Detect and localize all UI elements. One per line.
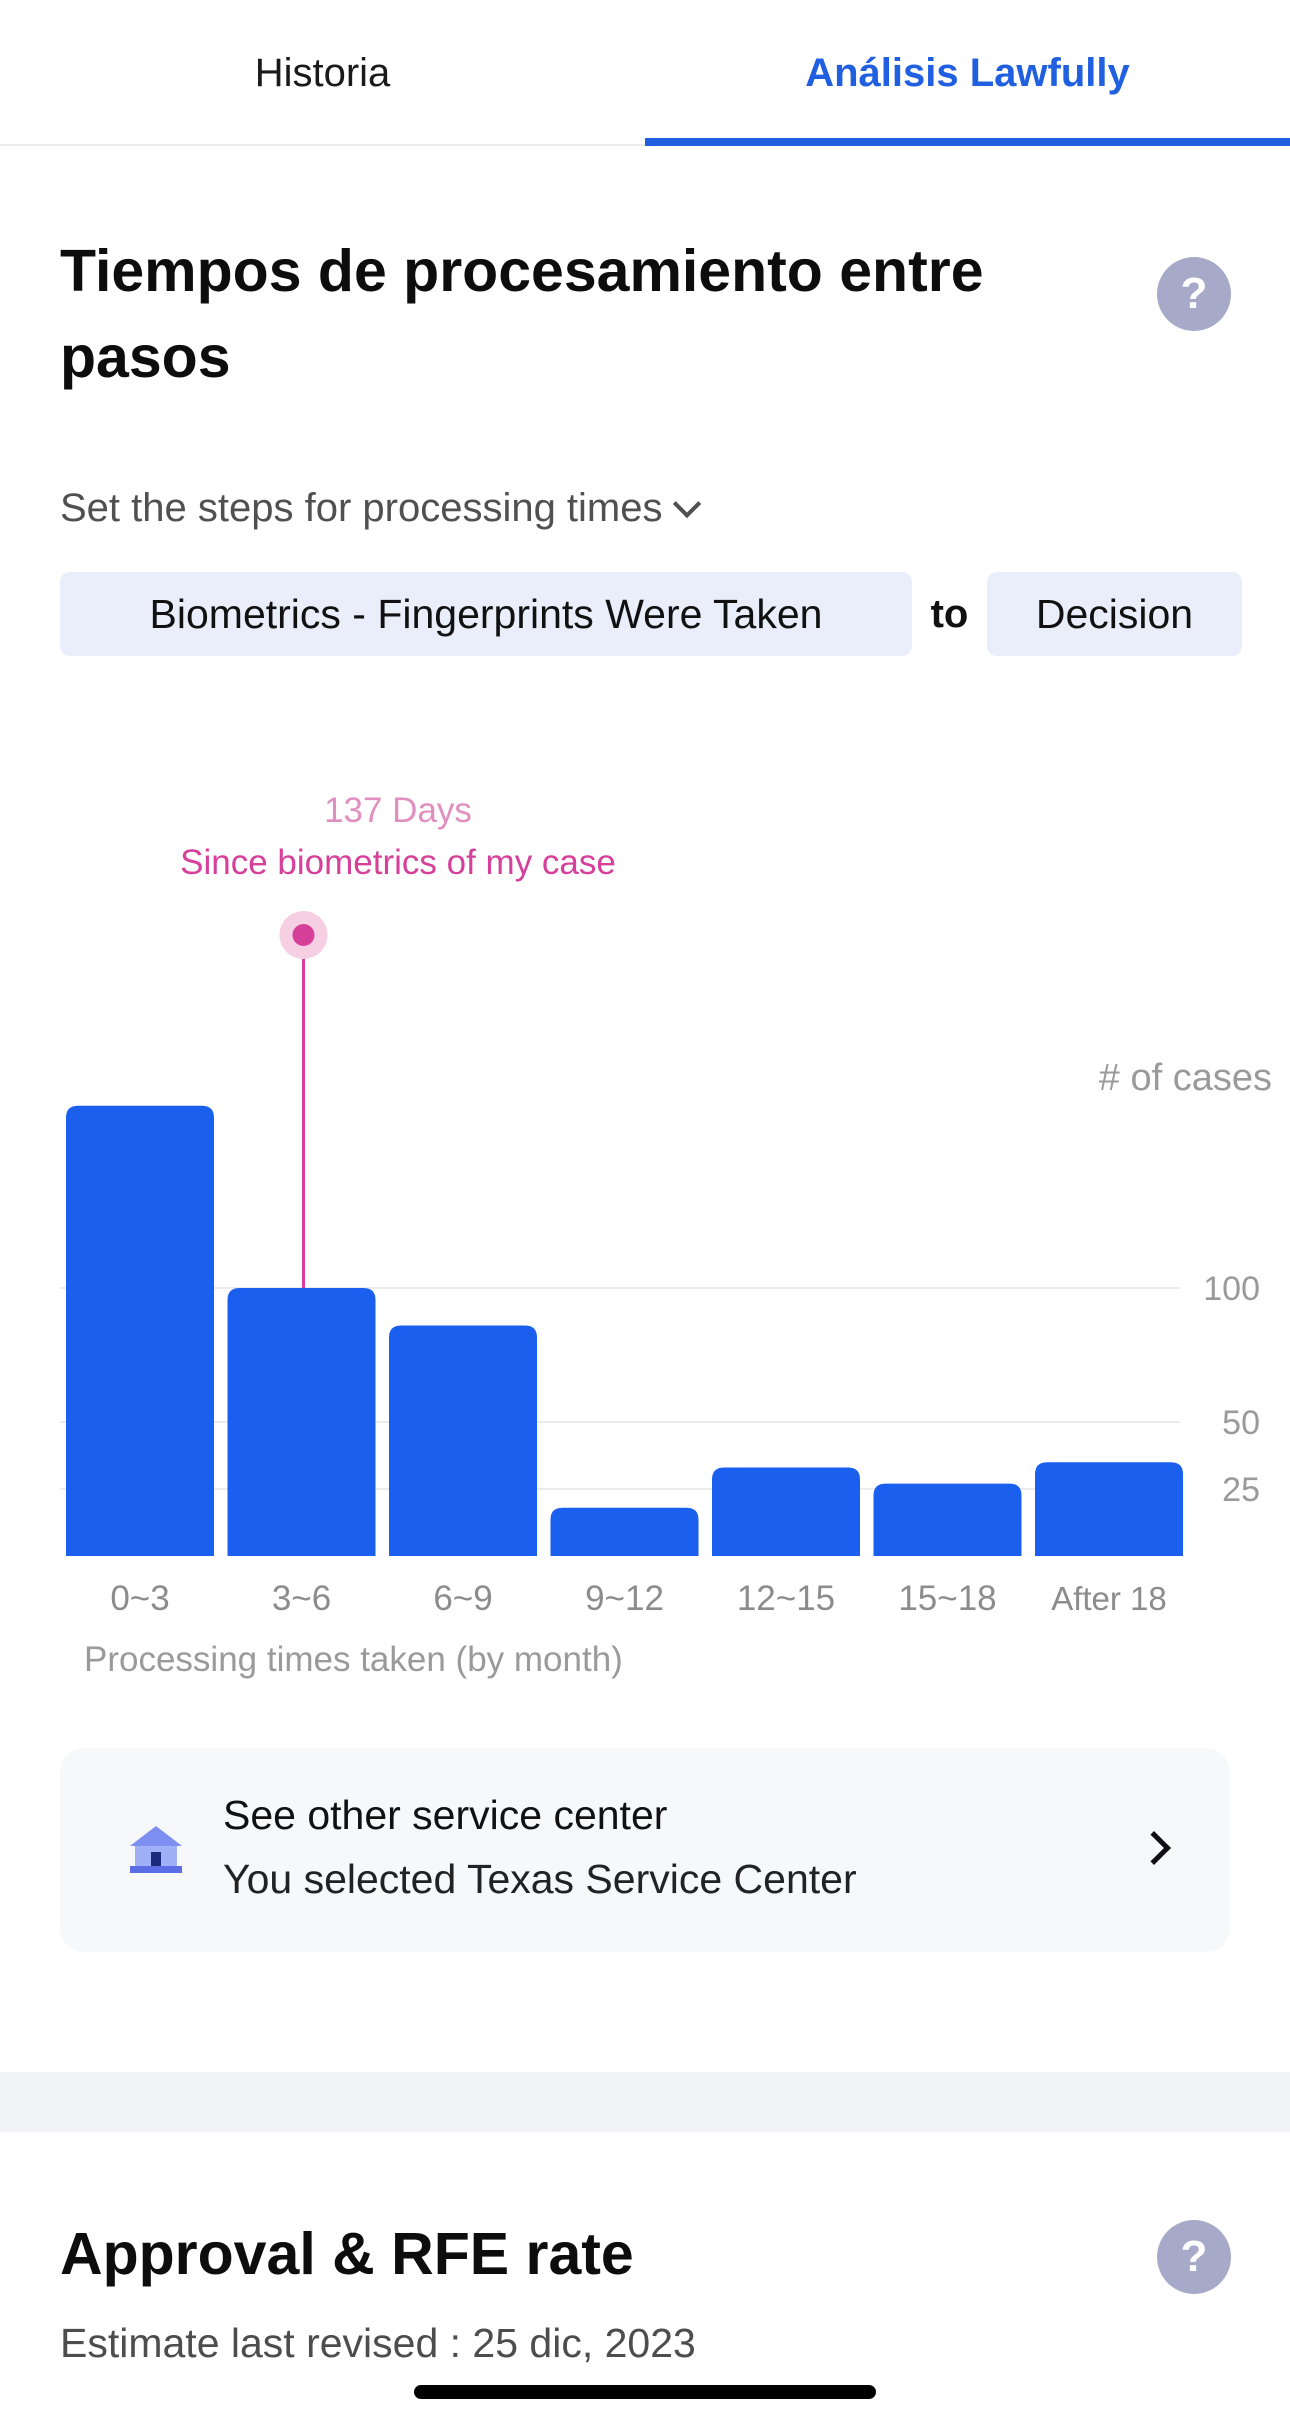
active-tab-indicator bbox=[645, 138, 1290, 146]
bar-15~18 bbox=[873, 1483, 1022, 1556]
x-tick-label: 15~18 bbox=[898, 1579, 996, 1618]
x-tick-label: 0~3 bbox=[110, 1579, 169, 1618]
tab-bar: Historia Análisis Lawfully bbox=[0, 0, 1290, 146]
x-tick-label: 9~12 bbox=[585, 1579, 664, 1618]
marker-label: Since biometrics of my case bbox=[180, 843, 616, 882]
x-tick-label: After 18 bbox=[1051, 1580, 1167, 1617]
x-axis-label: Processing times taken (by month) bbox=[84, 1640, 623, 1679]
to-step-chip[interactable]: Decision bbox=[987, 572, 1242, 656]
estimate-revised: Estimate last revised : 25 dic, 2023 bbox=[60, 2320, 696, 2366]
chevron-down-icon bbox=[672, 489, 701, 518]
bar-3~6 bbox=[227, 1288, 376, 1556]
processing-times-chart: 25 50 100 # of cases 0~3 3~6 6~9 9~12 12~15 15~18… bbox=[0, 760, 1290, 1700]
service-center-card[interactable]: See other service center You selected Te… bbox=[60, 1748, 1230, 1952]
approval-rfe-title: Approval & RFE rate bbox=[60, 2221, 634, 2287]
tab-analisis-lawfully[interactable]: Análisis Lawfully bbox=[805, 50, 1130, 95]
from-step-chip[interactable]: Biometrics - Fingerprints Were Taken bbox=[60, 572, 912, 656]
chart-svg: 25 50 100 # of cases 0~3 3~6 6~9 9~12 12~15 15~18… bbox=[60, 791, 1272, 1618]
y-tick-label: 50 bbox=[1222, 1404, 1260, 1442]
y-tick-label: 25 bbox=[1222, 1471, 1260, 1509]
steps-label: Set the steps for processing times bbox=[60, 486, 663, 530]
x-tick-label: 12~15 bbox=[737, 1579, 835, 1618]
building-icon bbox=[130, 1826, 182, 1873]
marker-value-label: 137 Days bbox=[324, 791, 472, 830]
bar-6~9 bbox=[389, 1325, 537, 1556]
x-tick-label: 3~6 bbox=[272, 1579, 331, 1618]
bar-0~3 bbox=[66, 1105, 214, 1556]
chevron-right-icon bbox=[1137, 1831, 1171, 1865]
section-divider bbox=[0, 2072, 1290, 2132]
bar-9~12 bbox=[550, 1507, 699, 1556]
service-center-subtitle: You selected Texas Service Center bbox=[223, 1856, 857, 1902]
y-tick-label: 100 bbox=[1203, 1270, 1260, 1308]
question-icon[interactable]: ? bbox=[1157, 257, 1231, 331]
x-tick-label: 6~9 bbox=[433, 1579, 492, 1618]
service-center-title: See other service center bbox=[223, 1792, 668, 1838]
tab-historia[interactable]: Historia bbox=[254, 50, 391, 95]
processing-times-title: Tiempos de procesamiento entre pasos bbox=[60, 238, 984, 390]
steps-dropdown[interactable]: Set the steps for processing times bbox=[60, 486, 701, 531]
y-axis-label: # of cases bbox=[1099, 1057, 1272, 1099]
bar-12~15 bbox=[712, 1467, 860, 1556]
to-label: to bbox=[930, 591, 969, 636]
marker-dot bbox=[292, 924, 315, 946]
question-icon[interactable]: ? bbox=[1157, 2220, 1231, 2294]
home-indicator bbox=[414, 2385, 876, 2399]
bar-After 18 bbox=[1035, 1462, 1183, 1556]
